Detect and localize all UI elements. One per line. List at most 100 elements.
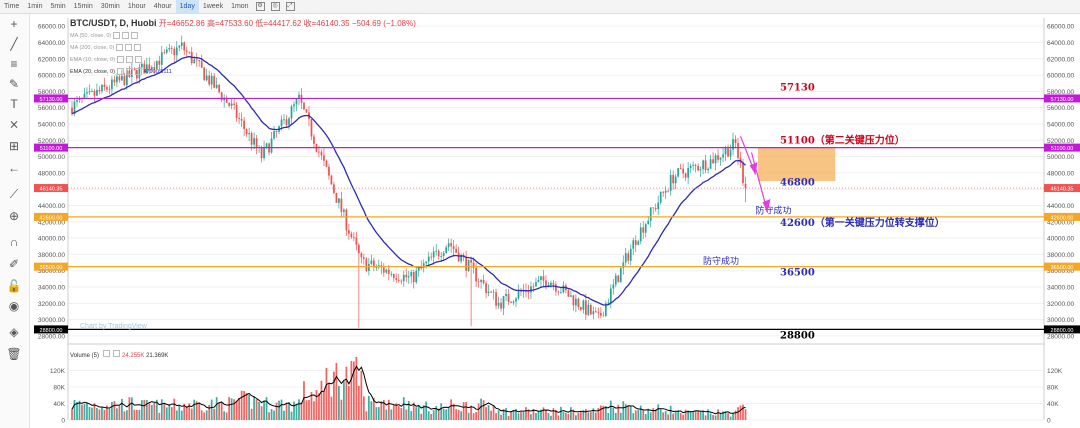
candle-body bbox=[387, 269, 390, 274]
volume-bar bbox=[353, 361, 355, 420]
candle-body bbox=[140, 63, 143, 68]
candle-body bbox=[490, 291, 492, 293]
vol-tick-label-left: 120K bbox=[50, 368, 66, 375]
candle-body bbox=[303, 102, 305, 110]
screenshot-icon[interactable]: ◎ bbox=[270, 2, 280, 11]
y-tick-label-left: 40000.00 bbox=[38, 236, 65, 243]
level-tag-left bbox=[34, 262, 68, 271]
interval-1min[interactable]: 1min bbox=[27, 3, 43, 10]
trendline-icon[interactable]: ╱ bbox=[10, 37, 18, 51]
candle-body bbox=[385, 269, 388, 273]
ruler-icon[interactable]: ⟋ bbox=[9, 187, 19, 201]
volume-bar bbox=[492, 405, 495, 420]
candle-body bbox=[472, 262, 475, 268]
ema-value: 47900.8111 bbox=[143, 68, 172, 75]
brush-icon[interactable]: ✎ bbox=[8, 77, 20, 91]
candle-body bbox=[160, 52, 163, 65]
candle-body bbox=[375, 267, 378, 268]
candle-body bbox=[722, 154, 724, 158]
candle-body bbox=[183, 42, 186, 51]
level-label: 28800 bbox=[780, 330, 815, 341]
y-tick-label-left: 44000.00 bbox=[38, 203, 65, 210]
fullscreen-icon[interactable]: ⤢ bbox=[285, 2, 295, 11]
interval-15min[interactable]: 15min bbox=[73, 3, 93, 10]
volume-bar bbox=[335, 362, 338, 420]
candle-body bbox=[285, 119, 288, 126]
volume-bar bbox=[547, 413, 550, 420]
interval-time[interactable]: Time bbox=[4, 3, 20, 10]
price-chart[interactable]: 28000.00 28000.00 30000.00 30000.00 32000.00… bbox=[30, 14, 1080, 428]
candle-body bbox=[203, 67, 206, 81]
candle-body bbox=[128, 70, 131, 77]
indicator-ma200[interactable]: MA (200, close, 0) bbox=[70, 44, 142, 51]
interval-5min[interactable]: 5min bbox=[50, 3, 66, 10]
volume-bar bbox=[575, 415, 577, 420]
candle-body bbox=[485, 283, 487, 294]
indicator-ema20[interactable]: EMA (20, close, 0) 47900.8111 bbox=[70, 68, 172, 75]
interval-1hour[interactable]: 1hour bbox=[127, 3, 146, 10]
volume-bar bbox=[500, 414, 502, 420]
volume-bar bbox=[612, 407, 615, 420]
volume-bar bbox=[175, 410, 178, 420]
volume-bar bbox=[270, 409, 273, 420]
indicator-ma50[interactable]: MA (50, close, 0) bbox=[70, 32, 139, 39]
candle-body bbox=[515, 298, 517, 302]
pattern-icon[interactable]: ⨯ bbox=[8, 117, 20, 131]
interval-1week[interactable]: 1week bbox=[202, 3, 224, 10]
candle-body bbox=[697, 165, 699, 171]
candle-body bbox=[195, 59, 198, 61]
lock-drawing-icon[interactable]: ✐ bbox=[8, 257, 20, 271]
candle-body bbox=[457, 252, 460, 262]
volume-bar bbox=[280, 399, 283, 420]
hline-icon[interactable]: ≡ bbox=[10, 57, 18, 71]
volume-bar bbox=[178, 405, 181, 420]
candle-body bbox=[597, 312, 600, 314]
volume-bar bbox=[412, 402, 415, 420]
volume-bar bbox=[213, 408, 216, 420]
volume-bar bbox=[515, 408, 517, 420]
zoom-icon[interactable]: ⊕ bbox=[8, 209, 20, 223]
level-label: 42600（第一关键压力位转支撑位） bbox=[780, 216, 945, 229]
candle-body bbox=[185, 50, 188, 52]
volume-bar bbox=[622, 401, 625, 420]
volume-bar bbox=[230, 398, 233, 420]
volume-bar bbox=[485, 407, 487, 420]
candle-body bbox=[562, 285, 565, 293]
crosshair-icon[interactable]: + bbox=[10, 17, 18, 31]
volume-bar bbox=[714, 415, 717, 420]
interval-4hour[interactable]: 4hour bbox=[153, 3, 172, 10]
candle-body bbox=[634, 240, 637, 245]
candle-body bbox=[273, 130, 275, 139]
trash-icon[interactable]: 🗑 bbox=[6, 347, 22, 361]
interval-1day[interactable]: 1day bbox=[175, 0, 199, 13]
volume-bar bbox=[425, 401, 428, 420]
volume-bar bbox=[377, 407, 380, 420]
y-tick-label-right: 54000.00 bbox=[1047, 121, 1074, 128]
candle-body bbox=[575, 298, 577, 306]
volume-label: Volume (5) bbox=[70, 353, 100, 359]
layers-icon[interactable]: ◈ bbox=[9, 325, 19, 339]
measure-icon[interactable]: ⊞ bbox=[8, 139, 20, 153]
volume-bar bbox=[542, 407, 545, 420]
interval-30min[interactable]: 30min bbox=[100, 3, 120, 10]
volume-bar bbox=[365, 411, 368, 420]
back-arrow-icon[interactable]: ← bbox=[8, 161, 20, 175]
interval-1mon[interactable]: 1mon bbox=[231, 3, 249, 10]
candle-body bbox=[126, 70, 128, 86]
volume-bar bbox=[328, 382, 330, 420]
candle-body bbox=[298, 94, 300, 99]
volume-bar bbox=[168, 404, 171, 420]
volume-bar bbox=[367, 395, 370, 420]
volume-bar bbox=[183, 403, 186, 420]
magnet-icon[interactable]: ∩ bbox=[9, 235, 19, 249]
volume-bar bbox=[93, 403, 96, 420]
volume-bar bbox=[462, 402, 465, 420]
lock-icon[interactable]: 🔓 bbox=[6, 279, 22, 293]
eye-icon[interactable]: ◉ bbox=[8, 299, 20, 313]
volume-bar bbox=[550, 415, 552, 420]
text-icon[interactable]: T bbox=[10, 97, 18, 111]
price-tag-right bbox=[1044, 184, 1080, 193]
indicator-ema10[interactable]: EMA (10, close, 0) bbox=[70, 56, 142, 63]
settings-icon[interactable]: ⚙ bbox=[255, 2, 265, 11]
volume-bar bbox=[467, 412, 470, 420]
